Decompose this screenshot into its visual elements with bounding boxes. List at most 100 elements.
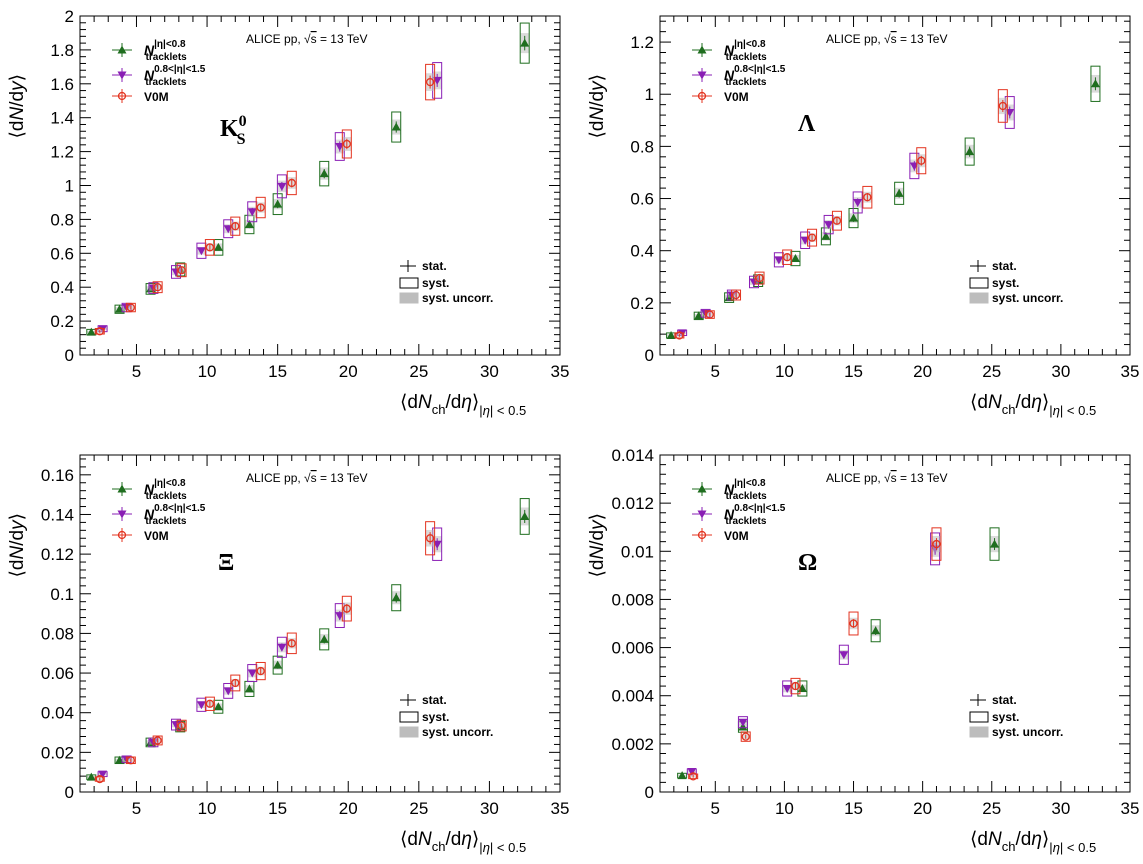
x-tick-label: 30 <box>480 799 499 818</box>
syst-box <box>852 191 863 214</box>
syst-box <box>152 281 163 294</box>
legend-stat-label: stat. <box>992 259 1017 273</box>
data-point <box>319 169 329 178</box>
syst-box <box>255 661 266 681</box>
syst-box <box>989 527 1000 561</box>
y-tick-label: 0.01 <box>621 542 654 561</box>
data-point <box>783 253 792 262</box>
data-point <box>871 626 881 635</box>
y-tick-label: 1 <box>65 177 74 196</box>
x-tick-label: 20 <box>913 362 932 381</box>
x-tick-label: 30 <box>1051 362 1070 381</box>
data-point <box>520 38 530 47</box>
data-point <box>86 772 96 781</box>
y-tick-label: 0.6 <box>50 244 74 263</box>
syst-box <box>862 185 873 209</box>
data-point <box>391 122 401 131</box>
legend-syst-uncorr-label: syst. uncorr. <box>992 725 1063 739</box>
y-tick-label: 0.8 <box>630 137 654 156</box>
legend-label: V0M <box>144 90 169 104</box>
syst-box <box>848 611 859 636</box>
particle-label: Λ <box>798 111 816 137</box>
data-point <box>391 593 401 602</box>
data-point <box>697 91 707 101</box>
x-tick-label: 5 <box>132 362 141 381</box>
legend-label: N0.8<|η|<1.5 tracklets <box>724 64 786 88</box>
data-point <box>755 273 764 283</box>
particle-label: Ξ <box>218 550 234 576</box>
data-point <box>98 770 108 779</box>
chart-panel-1: 5 10 15 20 25 30 35 0 0.2 0.4 0.6 0.8 1 1.2 ⟨dN/dy⟩ ⟨dN… <box>587 15 1139 418</box>
data-point <box>287 639 296 648</box>
syst-box <box>230 674 241 692</box>
legend-syst-uncorr-box <box>399 726 419 738</box>
data-point <box>95 774 104 784</box>
data-point <box>425 534 435 543</box>
syst-box <box>740 731 751 742</box>
y-axis-title: ⟨dN/dy⟩ <box>587 513 608 578</box>
y-axis-title: ⟨dN/dy⟩ <box>587 74 608 139</box>
x-tick-label: 5 <box>132 799 141 818</box>
legend-syst-box <box>399 711 419 723</box>
y-tick-label: 0.006 <box>611 639 654 658</box>
legend-label: V0M <box>724 529 749 543</box>
y-tick-label: 0.004 <box>611 687 654 706</box>
legend-stat-label: stat. <box>992 693 1017 707</box>
syst-box <box>519 22 530 64</box>
y-tick-label: 0.04 <box>41 704 74 723</box>
syst-box <box>674 332 685 339</box>
x-tick-label: 15 <box>844 799 863 818</box>
syst-box <box>425 63 436 101</box>
data-point <box>342 139 351 149</box>
y-axis-title: ⟨dN/dy⟩ <box>7 513 28 578</box>
data-point <box>675 331 684 340</box>
legend-syst-uncorr-box <box>399 292 419 304</box>
y-tick-label: 0 <box>65 346 74 365</box>
x-axis-title: ⟨dNch/dη⟩|η| < 0.5 <box>970 392 1096 418</box>
syst-box <box>125 302 136 313</box>
data-point <box>117 484 127 493</box>
data-point <box>824 221 834 230</box>
chart-header: ALICE pp, √s = 13 TeV <box>826 471 947 485</box>
y-tick-label: 0.08 <box>41 624 74 643</box>
data-point <box>86 327 96 336</box>
data-point <box>1090 79 1100 88</box>
data-point <box>273 660 283 669</box>
x-tick-label: 25 <box>982 799 1001 818</box>
data-point <box>697 510 707 519</box>
data-point <box>117 530 127 540</box>
data-point <box>205 699 215 708</box>
y-tick-label: 0.16 <box>41 466 74 485</box>
syst-box <box>754 271 765 285</box>
data-point <box>126 756 135 765</box>
data-point <box>117 91 127 101</box>
data-point <box>117 510 127 519</box>
legend-syst-label: syst. <box>992 710 1019 724</box>
syst-box <box>807 228 818 247</box>
y-axis-title: ⟨dN/dy⟩ <box>7 74 28 139</box>
data-point <box>998 101 1007 111</box>
syst-box <box>782 249 793 265</box>
data-point <box>277 643 287 652</box>
chart-panel-3: 5 10 15 20 25 30 35 0 0.002 0.004 0.006 0.008 0.01 0.… <box>587 446 1139 855</box>
x-tick-label: 15 <box>268 799 287 818</box>
syst-box <box>519 498 530 535</box>
data-point <box>196 701 206 710</box>
data-point <box>247 208 257 217</box>
data-point <box>738 718 748 727</box>
data-point <box>687 768 697 777</box>
y-tick-label: 0.8 <box>50 210 74 229</box>
chart-panel-0: 5 10 15 20 25 30 35 0 0.2 0.4 0.6 0.8 1 1.2 1.4 1.6 1.8 2… <box>7 7 569 418</box>
legend-label: N0.8<|η|<1.5 tracklets <box>144 64 206 88</box>
particle-label: K0 S <box>220 113 247 148</box>
y-tick-label: 0 <box>65 783 74 802</box>
chart-header: ALICE pp, √s = 13 TeV <box>826 32 947 46</box>
legend-label: V0M <box>144 529 169 543</box>
y-tick-label: 0.2 <box>50 312 74 331</box>
data-point <box>990 539 1000 548</box>
data-point <box>277 182 287 191</box>
x-tick-label: 5 <box>711 362 720 381</box>
y-tick-label: 0.02 <box>41 743 74 762</box>
syst-box <box>286 632 297 655</box>
